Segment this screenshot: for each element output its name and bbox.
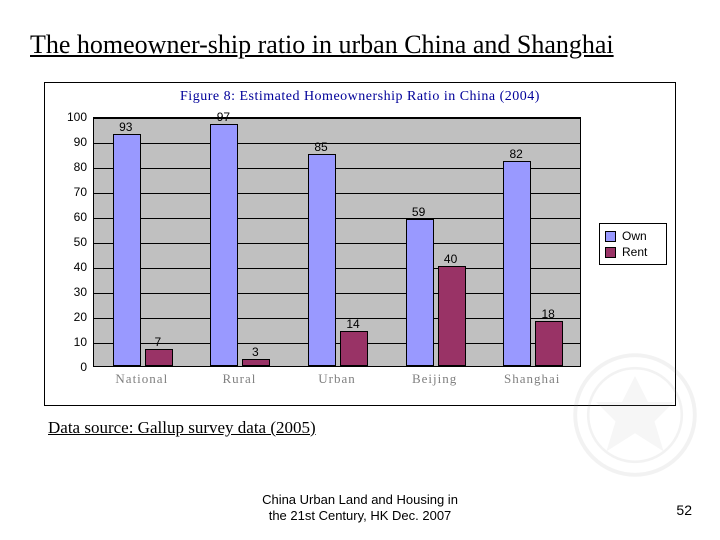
bar — [242, 359, 270, 367]
x-axis-category-label: National — [115, 371, 168, 387]
plot-area — [93, 117, 581, 367]
y-axis-tick-label: 40 — [47, 260, 87, 274]
bar — [438, 266, 466, 366]
bar — [503, 161, 531, 366]
y-axis-tick-label: 70 — [47, 185, 87, 199]
legend-item: Rent — [605, 244, 661, 260]
y-axis-tick-label: 90 — [47, 135, 87, 149]
x-axis-category-label: Beijing — [412, 371, 457, 387]
bar — [535, 321, 563, 366]
y-axis-tick-label: 10 — [47, 335, 87, 349]
legend-item: Own — [605, 228, 661, 244]
y-axis-tick-label: 60 — [47, 210, 87, 224]
y-axis-tick-label: 50 — [47, 235, 87, 249]
bar-value-label: 40 — [444, 252, 457, 266]
bar — [308, 154, 336, 367]
bar-value-label: 7 — [154, 335, 161, 349]
bar — [340, 331, 368, 366]
bar-value-label: 93 — [119, 120, 132, 134]
bar-value-label: 59 — [412, 205, 425, 219]
x-axis-category-label: Urban — [318, 371, 356, 387]
bar-value-label: 82 — [510, 147, 523, 161]
bar-value-label: 3 — [252, 345, 259, 359]
bar-value-label: 18 — [542, 307, 555, 321]
legend-label: Own — [622, 229, 647, 243]
y-axis-tick-label: 100 — [47, 110, 87, 124]
bar — [145, 349, 173, 367]
bar — [210, 124, 238, 367]
page-number: 52 — [676, 502, 692, 518]
legend-swatch — [605, 247, 616, 258]
bar — [406, 219, 434, 367]
footer-text: China Urban Land and Housing in the 21st… — [262, 492, 458, 525]
chart-title: Figure 8: Estimated Homeownership Ratio … — [45, 83, 675, 105]
x-axis-category-label: Rural — [222, 371, 256, 387]
data-source-text: Data source: Gallup survey data (2005) — [48, 418, 316, 438]
y-axis-tick-label: 20 — [47, 310, 87, 324]
y-axis-tick-label: 0 — [47, 360, 87, 374]
legend-label: Rent — [622, 245, 647, 259]
gridline — [94, 143, 580, 144]
chart-container: Figure 8: Estimated Homeownership Ratio … — [44, 82, 676, 406]
gridline — [94, 118, 580, 119]
y-axis-tick-label: 80 — [47, 160, 87, 174]
slide-title: The homeowner-ship ratio in urban China … — [0, 0, 720, 70]
legend-swatch — [605, 231, 616, 242]
bar-value-label: 14 — [346, 317, 359, 331]
x-axis-category-label: Shanghai — [504, 371, 560, 387]
bar-value-label: 97 — [217, 110, 230, 124]
y-axis-tick-label: 30 — [47, 285, 87, 299]
bar-value-label: 85 — [314, 140, 327, 154]
legend: Own Rent — [599, 223, 667, 265]
bar — [113, 134, 141, 367]
